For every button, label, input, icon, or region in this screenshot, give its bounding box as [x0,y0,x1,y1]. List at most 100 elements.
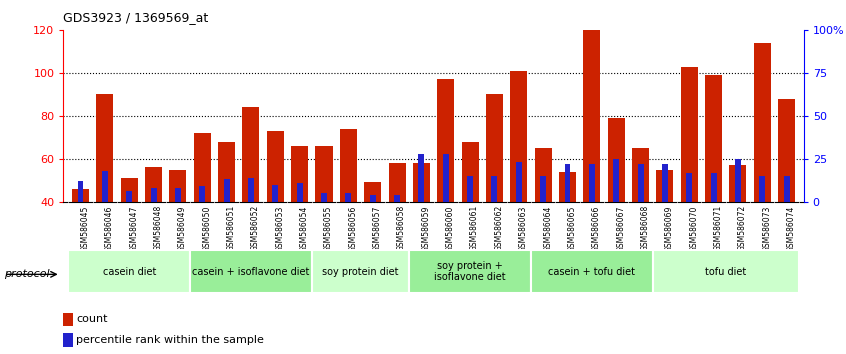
Bar [442,154,448,202]
Bar [413,163,430,202]
Bar [169,170,186,202]
FancyBboxPatch shape [312,250,409,293]
Bar [218,142,235,202]
Text: GSM586049: GSM586049 [178,205,187,252]
Bar [735,159,741,202]
Bar [778,99,795,202]
FancyBboxPatch shape [69,250,190,293]
Bar [321,193,327,202]
Text: GSM586052: GSM586052 [251,205,260,251]
Bar [516,162,522,202]
Text: GSM586046: GSM586046 [105,205,114,252]
Bar [656,170,673,202]
Bar [297,183,303,202]
Text: GSM586061: GSM586061 [470,205,479,251]
Text: GSM586053: GSM586053 [275,205,284,252]
Text: GSM586058: GSM586058 [397,205,406,251]
Bar [662,164,667,202]
Bar [711,173,717,202]
Bar [686,173,692,202]
Bar [266,131,283,202]
Bar [632,148,649,202]
Text: GSM586054: GSM586054 [299,205,309,252]
Bar [243,107,260,202]
Text: casein diet: casein diet [102,267,156,277]
Text: GSM586072: GSM586072 [738,205,747,251]
Text: GSM586071: GSM586071 [714,205,722,251]
Text: GSM586073: GSM586073 [762,205,772,252]
Bar [175,188,181,202]
Bar [345,193,351,202]
Text: GSM586051: GSM586051 [227,205,235,251]
Bar [589,164,595,202]
Text: GSM586064: GSM586064 [543,205,552,252]
Text: GSM586056: GSM586056 [349,205,357,252]
Text: GSM586065: GSM586065 [568,205,576,252]
Text: GSM586074: GSM586074 [787,205,795,252]
Text: protocol: protocol [4,269,50,279]
Bar [121,178,138,202]
Text: casein + isoflavone diet: casein + isoflavone diet [192,267,310,277]
Bar [145,167,162,202]
Bar [102,171,107,202]
Bar [467,176,473,202]
Bar [638,164,644,202]
Text: GSM586048: GSM586048 [153,205,162,251]
Bar [291,146,308,202]
Bar [272,184,278,202]
Text: GSM586070: GSM586070 [689,205,698,252]
Bar [584,30,601,202]
Text: GSM586067: GSM586067 [616,205,625,252]
Bar [510,71,527,202]
Bar [200,186,206,202]
Bar [486,95,503,202]
Bar [559,172,576,202]
FancyBboxPatch shape [409,250,531,293]
FancyBboxPatch shape [531,250,653,293]
Text: GSM586068: GSM586068 [640,205,650,251]
Bar [96,95,113,202]
Text: count: count [76,314,107,325]
Bar [63,313,73,326]
Bar [223,179,229,202]
Bar [364,182,382,202]
Bar [248,178,254,202]
Text: casein + tofu diet: casein + tofu diet [548,267,635,277]
Text: GSM586055: GSM586055 [324,205,333,252]
Bar [783,176,789,202]
Bar [126,192,132,202]
Text: GSM586045: GSM586045 [80,205,90,252]
Bar [419,154,425,202]
Bar [462,142,479,202]
Text: soy protein diet: soy protein diet [322,267,398,277]
Text: soy protein +
isoflavone diet: soy protein + isoflavone diet [434,261,506,282]
Bar [613,159,619,202]
FancyBboxPatch shape [653,250,799,293]
Text: GDS3923 / 1369569_at: GDS3923 / 1369569_at [63,11,209,24]
Text: GSM586059: GSM586059 [421,205,431,252]
Bar [370,195,376,202]
Bar [78,181,84,202]
Bar [535,148,552,202]
Bar [63,333,73,347]
Bar [729,165,746,202]
Bar [388,163,405,202]
Bar [340,129,357,202]
Bar [681,67,698,202]
Text: GSM586047: GSM586047 [129,205,138,252]
Text: GSM586066: GSM586066 [592,205,601,252]
Bar [151,188,157,202]
Text: tofu diet: tofu diet [706,267,746,277]
Bar [607,118,624,202]
Bar [564,164,570,202]
Bar [437,79,454,202]
Bar [705,75,722,202]
Bar [760,176,766,202]
Text: GSM586063: GSM586063 [519,205,528,252]
Bar [492,176,497,202]
Text: GSM586057: GSM586057 [373,205,382,252]
Text: GSM586050: GSM586050 [202,205,212,252]
Bar [316,146,332,202]
Text: GSM586060: GSM586060 [446,205,455,252]
Bar [194,133,211,202]
